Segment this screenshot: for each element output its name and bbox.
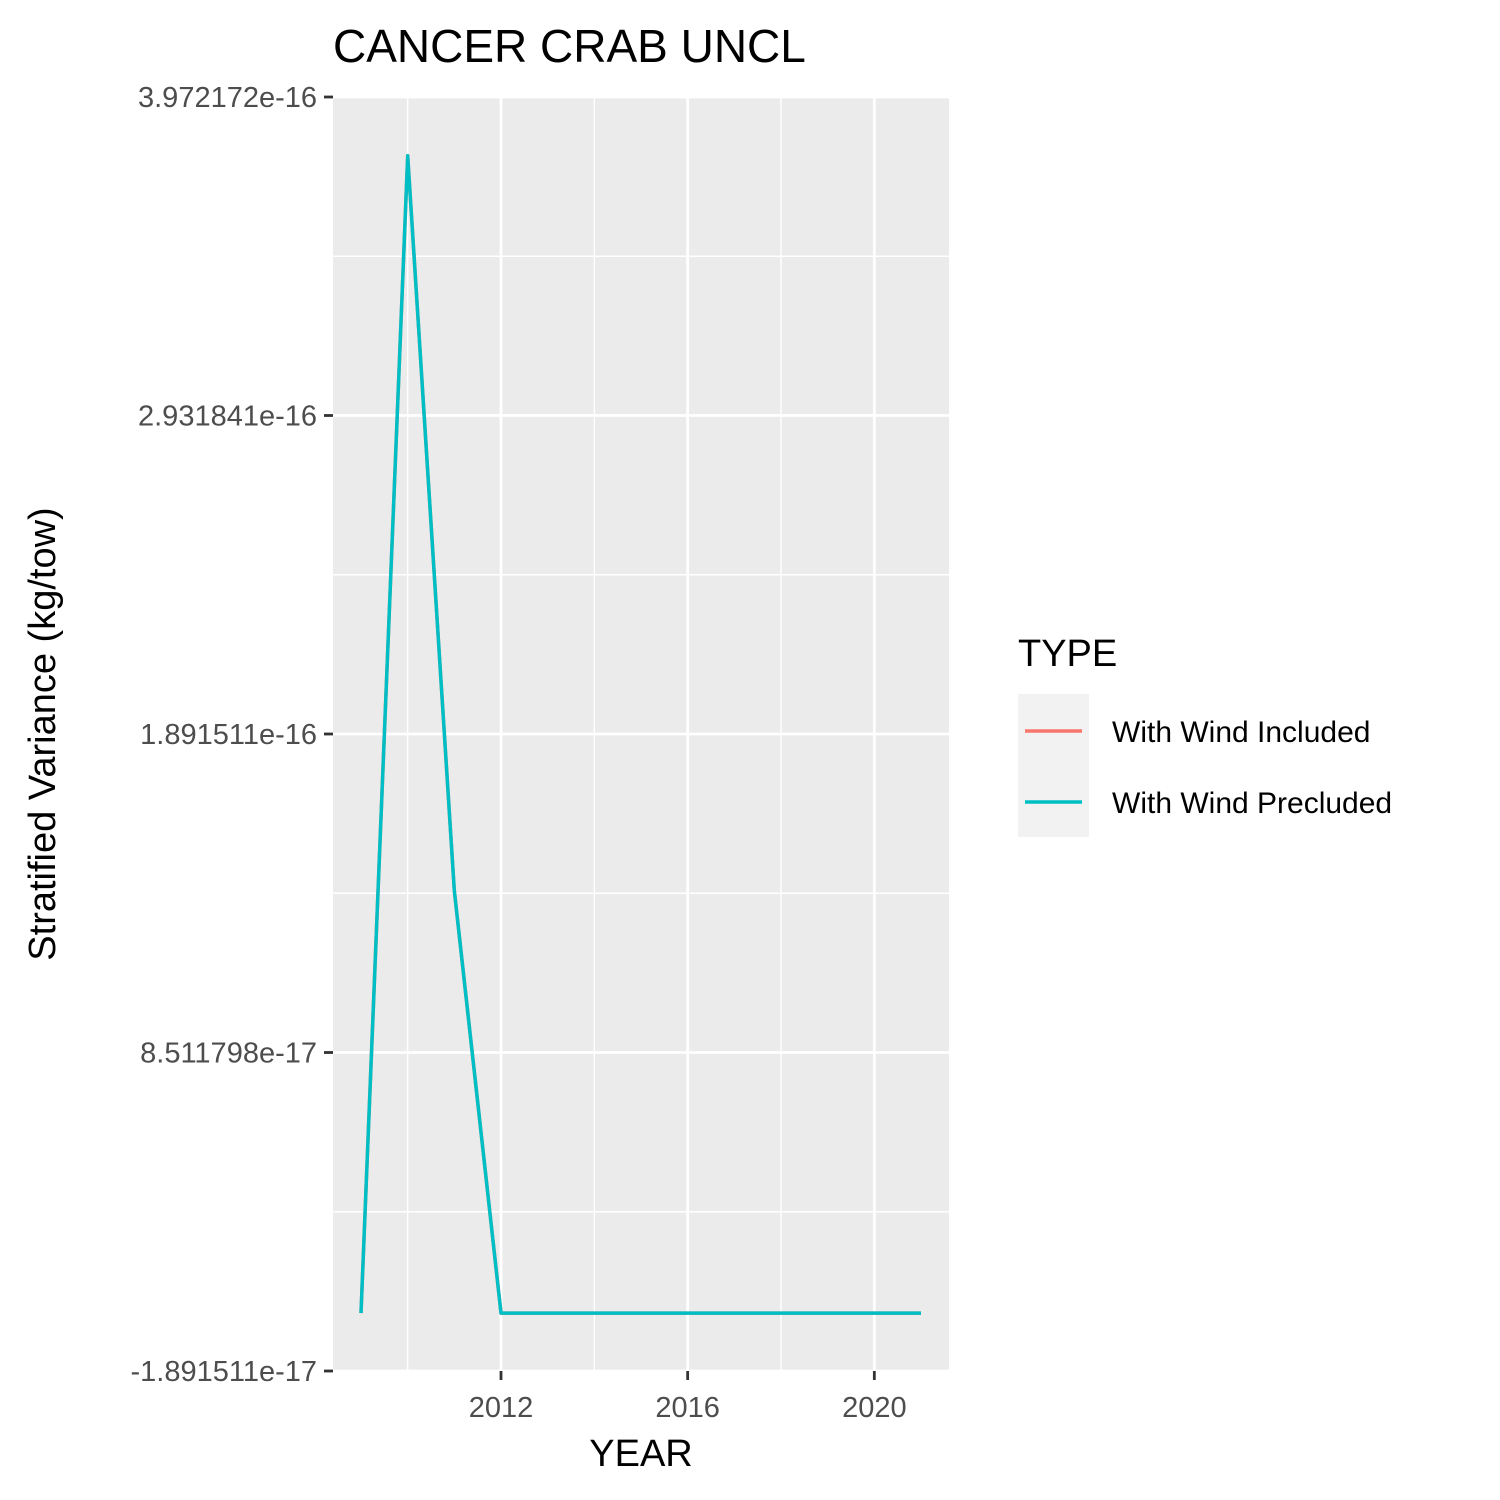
y-axis-title: Stratified Variance (kg/tow) bbox=[22, 507, 64, 960]
y-tick-label: -1.891511e-17 bbox=[130, 1356, 317, 1388]
y-tick-label: 2.931841e-16 bbox=[138, 401, 317, 433]
legend: TYPE With Wind Included With Wind Preclu… bbox=[1018, 633, 1392, 837]
x-tick-labels: 2012 2016 2020 bbox=[469, 1392, 907, 1424]
series-line-with-wind-precluded bbox=[359, 154, 921, 1315]
x-tick-label: 2020 bbox=[842, 1392, 907, 1424]
legend-label-with-wind-precluded: With Wind Precluded bbox=[1112, 787, 1392, 820]
series-lines bbox=[359, 154, 921, 1315]
legend-label-with-wind-included: With Wind Included bbox=[1112, 716, 1370, 749]
y-tick-labels: -1.891511e-17 8.511798e-17 1.891511e-16 2.9… bbox=[130, 82, 317, 1388]
y-tick-label: 8.511798e-17 bbox=[140, 1038, 317, 1070]
x-tick-label: 2016 bbox=[655, 1392, 720, 1424]
x-tick-label: 2012 bbox=[469, 1392, 534, 1424]
y-tick-label: 1.891511e-16 bbox=[140, 719, 317, 751]
axis-ticks bbox=[324, 95, 876, 1380]
y-tick-label: 3.972172e-16 bbox=[138, 82, 317, 114]
chart-title: CANCER CRAB UNCL bbox=[333, 20, 806, 72]
grid-major bbox=[333, 95, 949, 1373]
x-axis-title: YEAR bbox=[589, 1433, 692, 1475]
legend-title: TYPE bbox=[1018, 633, 1117, 675]
legend-key-background bbox=[1018, 694, 1089, 837]
